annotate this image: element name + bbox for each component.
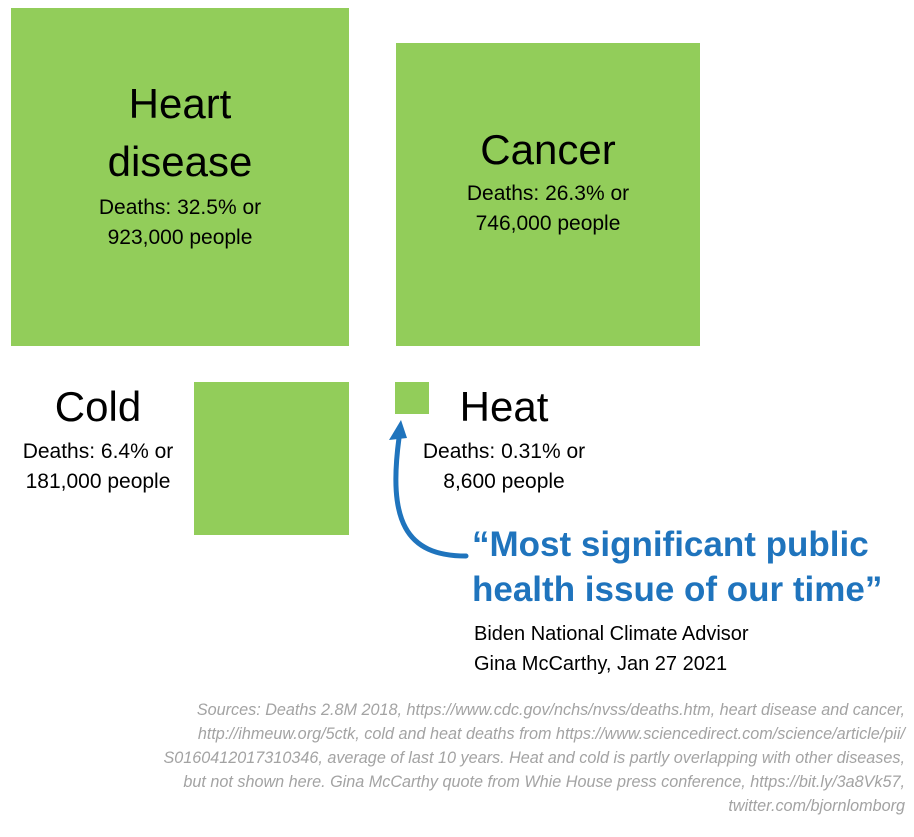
cold-caption-line: Deaths: 6.4% or [22, 440, 174, 463]
heart-disease-label-line: Heart [128, 80, 232, 127]
heat-caption-line: 8,600 people [443, 470, 565, 493]
heat-caption-line: Deaths: 0.31% or [422, 440, 586, 463]
sources-line: http://ihmeuw.org/5ctk, cold and heat de… [197, 725, 905, 743]
quote: “Most significant public health issue of… [472, 522, 912, 612]
arrow-line [393, 435, 469, 559]
sources-note: Sources: Deaths 2.8M 2018, https://www.c… [10, 698, 905, 818]
cold-square [194, 382, 349, 535]
attribution-line: Gina McCarthy, Jan 27 2021 [474, 653, 728, 675]
cancer-caption-line: Deaths: 26.3% or [466, 182, 630, 205]
heat-caption: Deaths: 0.31% or 8,600 people [405, 437, 603, 497]
arrow-head-icon [389, 420, 407, 440]
cancer-caption: Deaths: 26.3% or 746,000 people [396, 179, 700, 239]
heart-disease-caption-line: Deaths: 32.5% or [98, 196, 262, 219]
heart-disease-label: Heart disease [11, 75, 349, 191]
cancer-caption-line: 746,000 people [475, 212, 621, 235]
heat-square [395, 382, 429, 414]
sources-line: S0160412017310346, average of last 10 ye… [163, 749, 905, 767]
cancer-label: Cancer [480, 126, 616, 173]
heart-disease-caption-line: 923,000 people [107, 226, 253, 249]
quote-line: health issue of our time” [472, 570, 883, 609]
quote-line: “Most significant public [472, 525, 869, 564]
sources-line: but not shown here. Gina McCarthy quote … [183, 773, 905, 791]
quote-attribution: Biden National Climate Advisor Gina McCa… [474, 619, 894, 679]
sources-line: Sources: Deaths 2.8M 2018, https://www.c… [196, 701, 905, 719]
cold-caption-line: 181,000 people [25, 470, 171, 493]
cold-label: Cold [54, 383, 142, 430]
heat-label: Heat [459, 383, 549, 430]
attribution-line: Biden National Climate Advisor [474, 623, 749, 645]
sources-line: twitter.com/bjornlomborg [728, 797, 905, 815]
heart-disease-square [11, 8, 349, 346]
heart-disease-label-line: disease [107, 138, 253, 185]
cold-caption: Deaths: 6.4% or 181,000 people [0, 437, 196, 497]
cancer-square [396, 43, 700, 346]
heart-disease-caption: Deaths: 32.5% or 923,000 people [11, 193, 349, 253]
